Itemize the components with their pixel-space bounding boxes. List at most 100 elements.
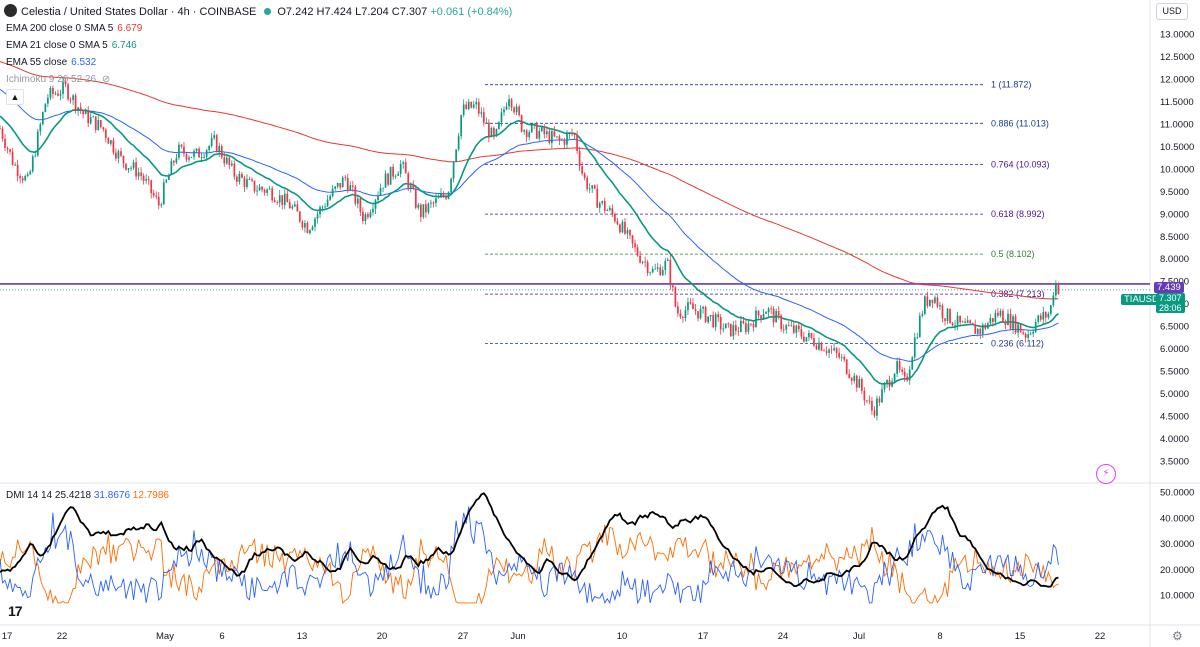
candle-body xyxy=(256,190,258,192)
candle-body xyxy=(228,157,231,166)
candle-body xyxy=(1019,324,1022,333)
candle-body xyxy=(921,313,924,316)
time-tick-label: 22 xyxy=(57,631,68,642)
candle-body xyxy=(593,185,596,189)
candle-body xyxy=(563,139,566,145)
candle-body xyxy=(750,323,752,325)
dmi-adx-line xyxy=(0,492,1059,588)
candle-body xyxy=(498,121,500,130)
candle-body xyxy=(762,313,765,319)
fib-level-label: 0.886 (11.013) xyxy=(991,118,1049,128)
candle-body xyxy=(513,107,515,113)
candle-body xyxy=(525,130,528,138)
candle-body xyxy=(276,202,279,203)
symbol-title[interactable]: Celestia / United States Dollar · 4h · C… xyxy=(21,6,257,18)
candle-body xyxy=(165,179,168,183)
candle-body xyxy=(770,308,772,310)
candle-body xyxy=(510,99,513,108)
candle-body xyxy=(823,350,825,352)
candle-body xyxy=(407,173,410,189)
candle-body xyxy=(24,176,27,181)
candle-body xyxy=(966,320,969,323)
candle-body xyxy=(291,206,294,209)
lightning-icon[interactable]: ⚡ xyxy=(1096,464,1116,484)
dmi-header[interactable]: DMI 14 14 25.4218 31.8676 12.7986 xyxy=(6,490,169,501)
candle-body xyxy=(215,135,218,152)
time-tick-label: 13 xyxy=(297,631,308,642)
candle-body xyxy=(1044,311,1047,318)
candle-body xyxy=(29,171,32,175)
currency-button[interactable]: USD xyxy=(1156,3,1188,20)
dmi-minus-value: 12.7986 xyxy=(132,490,169,501)
price-tick-label: 6.5000 xyxy=(1160,322,1189,333)
candle-body xyxy=(271,188,274,201)
candle-body xyxy=(573,134,576,135)
candle-body xyxy=(586,178,589,190)
candle-body xyxy=(301,221,304,228)
candle-body xyxy=(777,311,780,316)
candle-body xyxy=(835,348,838,353)
fibonacci-retracement[interactable]: 1 (11.872) 0.886 (11.013) 0.764 (10.093) 0.… xyxy=(485,80,1050,349)
candle-body xyxy=(422,204,425,218)
dmi-tick-label: 50.0000 xyxy=(1160,488,1194,499)
indicator-ichimoku[interactable]: Ichimoku 9 26 52 26 ⊘ xyxy=(6,74,110,85)
candle-body xyxy=(760,315,762,319)
candle-body xyxy=(319,207,321,215)
candle-body xyxy=(293,204,296,207)
candle-body xyxy=(621,221,624,233)
countdown: 28:06 xyxy=(1159,303,1182,313)
fib-level-label: 0.382 (7.213) xyxy=(991,289,1045,299)
candle-body xyxy=(251,179,253,181)
candle-body xyxy=(1034,322,1037,332)
candle-body xyxy=(994,312,997,322)
candle-body xyxy=(485,122,488,124)
candle-body xyxy=(339,182,342,188)
candle-body xyxy=(891,381,893,387)
candle-body xyxy=(419,204,422,218)
candle-body xyxy=(170,160,173,175)
candle-body xyxy=(772,308,775,323)
horizontal-price-line[interactable] xyxy=(0,283,1150,291)
candle-body xyxy=(808,332,810,338)
candle-body xyxy=(44,103,47,113)
chevron-up-icon[interactable]: ▲ xyxy=(6,89,24,105)
gear-icon[interactable]: ⚙ xyxy=(1172,629,1183,643)
candle-body xyxy=(752,324,755,328)
dmi-tick-label: 10.0000 xyxy=(1160,591,1194,602)
indicator-ema55[interactable]: EMA 55 close 6.532 xyxy=(6,57,96,68)
candle-body xyxy=(1007,313,1009,325)
candle-body xyxy=(727,323,730,325)
candle-body xyxy=(266,189,268,193)
candle-body xyxy=(248,179,251,180)
candle-body xyxy=(1024,333,1027,338)
ema200-line xyxy=(0,61,1059,300)
candle-body xyxy=(495,129,498,136)
candle-body xyxy=(1055,283,1057,296)
price-tick-label: 9.0000 xyxy=(1160,209,1189,220)
eye-hidden-icon[interactable]: ⊘ xyxy=(101,74,111,85)
indicator-ema200[interactable]: EMA 200 close 0 SMA 5 6.679 xyxy=(6,23,142,34)
candle-body xyxy=(425,204,427,213)
candle-body xyxy=(1004,321,1007,325)
candle-body xyxy=(195,148,198,152)
candle-body xyxy=(283,193,286,205)
candle-body xyxy=(382,187,384,189)
candle-body xyxy=(397,173,400,176)
candle-body xyxy=(104,129,107,138)
indicator-ema21[interactable]: EMA 21 close 0 SMA 5 6.746 xyxy=(6,40,137,51)
candle-body xyxy=(606,210,609,211)
candle-body xyxy=(409,185,412,189)
candle-body xyxy=(236,176,238,182)
dmi-tick-label: 40.0000 xyxy=(1160,513,1194,524)
candle-body xyxy=(49,87,52,98)
candle-body xyxy=(4,138,6,148)
candle-body xyxy=(472,104,475,108)
fib-level-label: 0.5 (8.102) xyxy=(991,249,1035,259)
candle-body xyxy=(157,196,160,206)
candle-body xyxy=(155,195,158,197)
tradingview-logo-icon[interactable]: 17 xyxy=(8,603,23,619)
candle-body xyxy=(220,146,223,158)
candle-body xyxy=(225,157,228,164)
